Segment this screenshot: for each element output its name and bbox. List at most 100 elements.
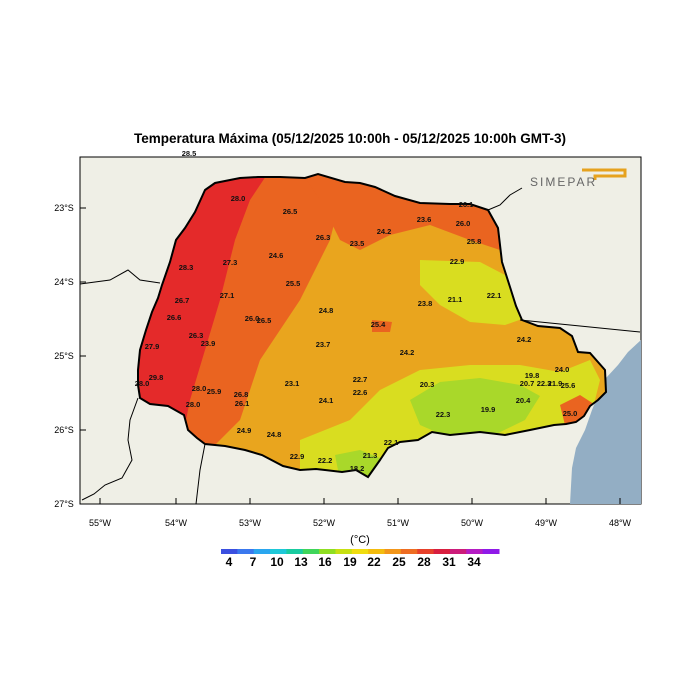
temperature-field (138, 174, 606, 477)
station-value: 22.1 (384, 438, 399, 447)
lat-tick-label: 23°S (54, 203, 74, 213)
colorbar-segment (253, 549, 271, 554)
station-value: 25.6 (561, 381, 576, 390)
station-value: 26.0 (245, 314, 260, 323)
station-value: 22.9 (290, 452, 305, 461)
station-value: 23.7 (316, 340, 331, 349)
station-value: 25.4 (371, 320, 386, 329)
station-value: 26.6 (167, 313, 182, 322)
colorbar-segment (482, 549, 500, 554)
colorbar-segment (237, 549, 255, 554)
colorbar-segment (319, 549, 336, 554)
colorbar-segment (270, 549, 287, 554)
station-value: 23.9 (201, 339, 216, 348)
colorbar-label: 10 (270, 555, 284, 569)
station-value: 25.5 (286, 279, 301, 288)
colorbar-segment (221, 549, 238, 554)
station-value: 25.0 (563, 409, 578, 418)
colorbar-label: 31 (442, 555, 456, 569)
station-value: 26.0 (456, 219, 471, 228)
station-value: 21.9 (548, 379, 563, 388)
station-value: 28.0 (231, 194, 246, 203)
lon-tick-label: 50°W (461, 518, 484, 528)
station-value: 22.9 (450, 257, 465, 266)
colorbar-segment (466, 549, 484, 554)
state-border-south (195, 443, 206, 505)
station-value: 23.8 (418, 299, 433, 308)
station-value: 22.3 (436, 410, 451, 419)
station-value: 24.8 (267, 430, 282, 439)
lat-tick-label: 24°S (54, 277, 74, 287)
station-value: 28.0 (135, 379, 150, 388)
station-labels: 28.5 28.0 26.5 26.1 23.6 26.0 26.3 24.2 23.5 25.8… (135, 149, 578, 473)
station-value: 23.6 (417, 215, 432, 224)
station-value: 24.2 (517, 335, 532, 344)
station-value: 22.2 (318, 456, 333, 465)
colorbar-label: 34 (467, 555, 481, 569)
lon-tick-label: 53°W (239, 518, 262, 528)
station-value: 21.1 (448, 295, 463, 304)
station-value: 21.3 (363, 451, 378, 460)
station-value: 20.4 (516, 396, 531, 405)
colorbar-segment (384, 549, 402, 554)
colorbar-label: 4 (226, 555, 233, 569)
colorbar-label: 22 (367, 555, 381, 569)
logo-text: SIMEPAR (530, 175, 597, 189)
state-border-north (487, 187, 523, 211)
lon-tick-label: 55°W (89, 518, 112, 528)
station-value: 26.3 (316, 233, 331, 242)
lon-tick-label: 49°W (535, 518, 558, 528)
station-value: 18.2 (350, 464, 365, 473)
station-value: 19.9 (481, 405, 496, 414)
lat-tick-label: 26°S (54, 425, 74, 435)
station-value: 24.8 (319, 306, 334, 315)
station-value: 28.0 (192, 384, 207, 393)
colorbar-unit: (°C) (350, 534, 370, 546)
colorbar-segment (302, 549, 320, 554)
station-value: 25.9 (207, 387, 222, 396)
simepar-logo: SIMEPAR (530, 168, 627, 189)
colorbar-label: 19 (343, 555, 357, 569)
ocean (570, 340, 641, 504)
station-value: 24.2 (377, 227, 392, 236)
colorbar-segment (417, 549, 435, 554)
colorbar-label: 16 (318, 555, 332, 569)
station-value: 26.1 (459, 200, 474, 209)
station-value: 24.1 (319, 396, 334, 405)
colorbar-label: 25 (392, 555, 406, 569)
station-value: 29.8 (149, 373, 164, 382)
station-value: 20.3 (420, 380, 435, 389)
colorbar-segment (335, 549, 353, 554)
lon-tick-label: 51°W (387, 518, 410, 528)
station-value: 27.9 (145, 342, 160, 351)
colorbar-segment (286, 549, 304, 554)
lat-tick-label: 25°S (54, 351, 74, 361)
country-border-west (79, 269, 161, 285)
latitude-ticks: 23°S 24°S 25°S 26°S 27°S (54, 203, 86, 509)
station-value: 26.7 (175, 296, 190, 305)
country-border-southwest (81, 397, 139, 501)
station-value: 24.9 (237, 426, 252, 435)
colorbar-segment (433, 549, 451, 554)
colorbar-segment (351, 549, 369, 554)
colorbar-label: 28 (417, 555, 431, 569)
station-value: 28.3 (179, 263, 194, 272)
station-value: 26.5 (283, 207, 298, 216)
colorbar-segment (368, 549, 386, 554)
station-value: 25.8 (467, 237, 482, 246)
station-value: 22.7 (353, 375, 368, 384)
station-value: 26.5 (257, 316, 272, 325)
lat-tick-label: 27°S (54, 499, 74, 509)
chart-title: Temperatura Máxima (05/12/2025 10:00h - … (134, 131, 566, 146)
longitude-ticks: 55°W 54°W 53°W 52°W 51°W 50°W 49°W 48°W (89, 498, 632, 528)
colorbar-segment (400, 549, 418, 554)
station-value: 28.5 (182, 149, 197, 158)
station-value: 26.3 (189, 331, 204, 340)
colorbar-label: 7 (250, 555, 257, 569)
station-value: 26.1 (235, 399, 250, 408)
lon-tick-label: 52°W (313, 518, 336, 528)
station-value: 27.1 (220, 291, 235, 300)
colorbar-segment (449, 549, 467, 554)
colorbar: 4 7 10 13 16 19 22 25 28 31 34 (221, 549, 500, 569)
